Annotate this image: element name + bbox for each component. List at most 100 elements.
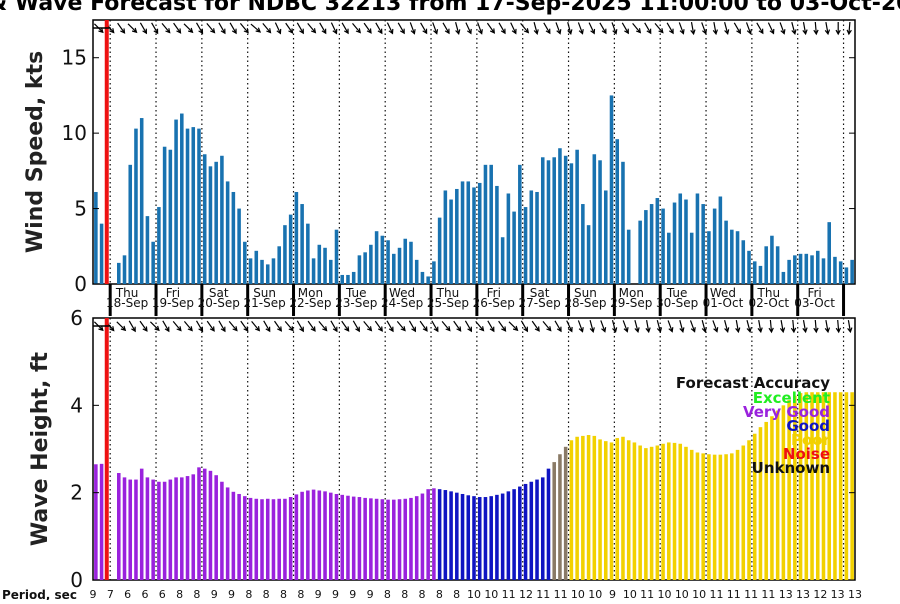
wave-bar xyxy=(649,446,654,580)
wave-arrow-icon xyxy=(441,321,451,332)
wind-bar xyxy=(798,253,803,284)
wind-bar xyxy=(437,217,442,284)
day-of-week-label: Fri xyxy=(166,286,180,300)
wind-bar xyxy=(323,247,327,284)
wind-bar xyxy=(248,258,253,284)
wind-arrow-icon xyxy=(285,22,294,34)
wave-tick-label: 4 xyxy=(70,393,83,417)
wave-bar xyxy=(328,492,333,580)
wind-bar xyxy=(180,113,184,284)
wave-bar xyxy=(139,468,144,580)
wave-bar xyxy=(546,468,551,580)
wave-bar xyxy=(506,491,511,580)
period-tick-label: 6 xyxy=(141,588,148,600)
wave-bars xyxy=(94,392,854,580)
legend-title: Forecast Accuracy xyxy=(676,374,830,392)
wave-bar xyxy=(500,493,505,580)
wind-arrow-icon xyxy=(835,22,841,36)
wave-arrow-icon xyxy=(408,320,417,333)
wind-arrow-icon xyxy=(644,22,652,35)
wave-bar xyxy=(489,496,493,580)
wave-bar xyxy=(540,477,545,580)
wave-arrow-icon xyxy=(813,319,819,334)
wave-bar xyxy=(518,486,522,580)
period-tick-label: 8 xyxy=(176,588,183,600)
wave-arrow-icon xyxy=(790,319,797,334)
wind-bar xyxy=(460,181,465,284)
wave-bar xyxy=(346,495,350,580)
wind-bar xyxy=(231,191,236,284)
wind-tick-label: 0 xyxy=(74,272,87,296)
period-tick-label: 9 xyxy=(367,588,374,600)
period-tick-label: 10 xyxy=(675,588,689,600)
date-label: 22-Sep xyxy=(289,296,331,310)
wave-bar xyxy=(403,498,408,580)
wave-y-axis-label: Wave Height, ft xyxy=(28,351,53,546)
day-separator xyxy=(796,284,800,316)
day-of-week-label: Thu xyxy=(115,286,139,300)
wind-arrow-icon xyxy=(262,23,272,34)
wind-arrow-icon xyxy=(239,23,249,34)
wind-bar xyxy=(644,210,648,284)
wave-arrow-icon xyxy=(352,320,360,333)
wave-bar xyxy=(420,493,425,580)
wave-bar xyxy=(764,421,768,580)
wave-arrow-icon xyxy=(779,319,786,334)
period-tick-label: 9 xyxy=(211,588,218,600)
wind-arrow-icon xyxy=(567,22,573,36)
period-tick-label: 8 xyxy=(401,588,408,600)
wind-bar xyxy=(94,191,98,284)
date-label: 29-Sep xyxy=(610,296,652,310)
wave-arrow-icon xyxy=(712,320,719,333)
wind-arrow-icon xyxy=(363,22,372,34)
period-tick-label: 11 xyxy=(761,588,775,600)
wind-bar xyxy=(265,264,270,284)
wave-arrow-icon xyxy=(746,320,752,334)
wind-bar xyxy=(306,223,310,284)
period-tick-label: 11 xyxy=(554,588,568,600)
wave-arrow-icon xyxy=(768,319,774,334)
period-tick-label: 10 xyxy=(658,588,672,600)
day-of-week-label: Tue xyxy=(345,286,367,300)
wind-bar xyxy=(552,157,556,284)
wave-bar xyxy=(455,492,459,580)
wind-arrow-icon xyxy=(588,22,596,35)
period-tick-label: 7 xyxy=(107,588,114,600)
day-of-week-label: Thu xyxy=(757,286,781,300)
wave-arrow-icon xyxy=(464,320,473,333)
wave-bar xyxy=(260,499,264,580)
wind-bar xyxy=(850,259,854,284)
wave-arrow-icon xyxy=(251,321,261,332)
wind-bar xyxy=(340,274,345,284)
wave-bar xyxy=(449,491,453,580)
wind-bar xyxy=(162,146,167,284)
wave-bar xyxy=(168,479,173,580)
wind-bar xyxy=(569,163,574,284)
wave-bar xyxy=(99,463,104,580)
date-label: 18-Sep xyxy=(106,296,148,310)
wave-arrow-icon xyxy=(228,321,238,332)
wave-bar xyxy=(552,462,556,580)
wind-bar xyxy=(833,256,837,284)
wind-bar xyxy=(523,207,528,284)
wave-bar xyxy=(443,490,448,580)
wave-bar xyxy=(712,454,717,580)
wave-bar xyxy=(271,499,276,580)
wave-bar xyxy=(603,441,608,580)
wave-bar xyxy=(724,454,728,580)
wind-bar xyxy=(661,208,665,284)
wind-bar xyxy=(518,164,522,284)
wave-bar xyxy=(598,439,602,580)
period-tick-label: 12 xyxy=(813,588,827,600)
wind-bar xyxy=(684,199,688,284)
period-tick-label: 9 xyxy=(609,588,616,600)
wave-bar xyxy=(741,445,746,580)
wind-arrow-icon xyxy=(632,23,642,34)
wave-arrow-icon xyxy=(835,319,842,334)
wind-bar xyxy=(363,252,367,284)
wind-bar xyxy=(500,237,505,284)
wave-arrow-icon xyxy=(701,320,707,334)
wave-bar xyxy=(701,453,705,580)
wind-bar xyxy=(586,225,591,284)
wave-bar xyxy=(804,392,809,580)
